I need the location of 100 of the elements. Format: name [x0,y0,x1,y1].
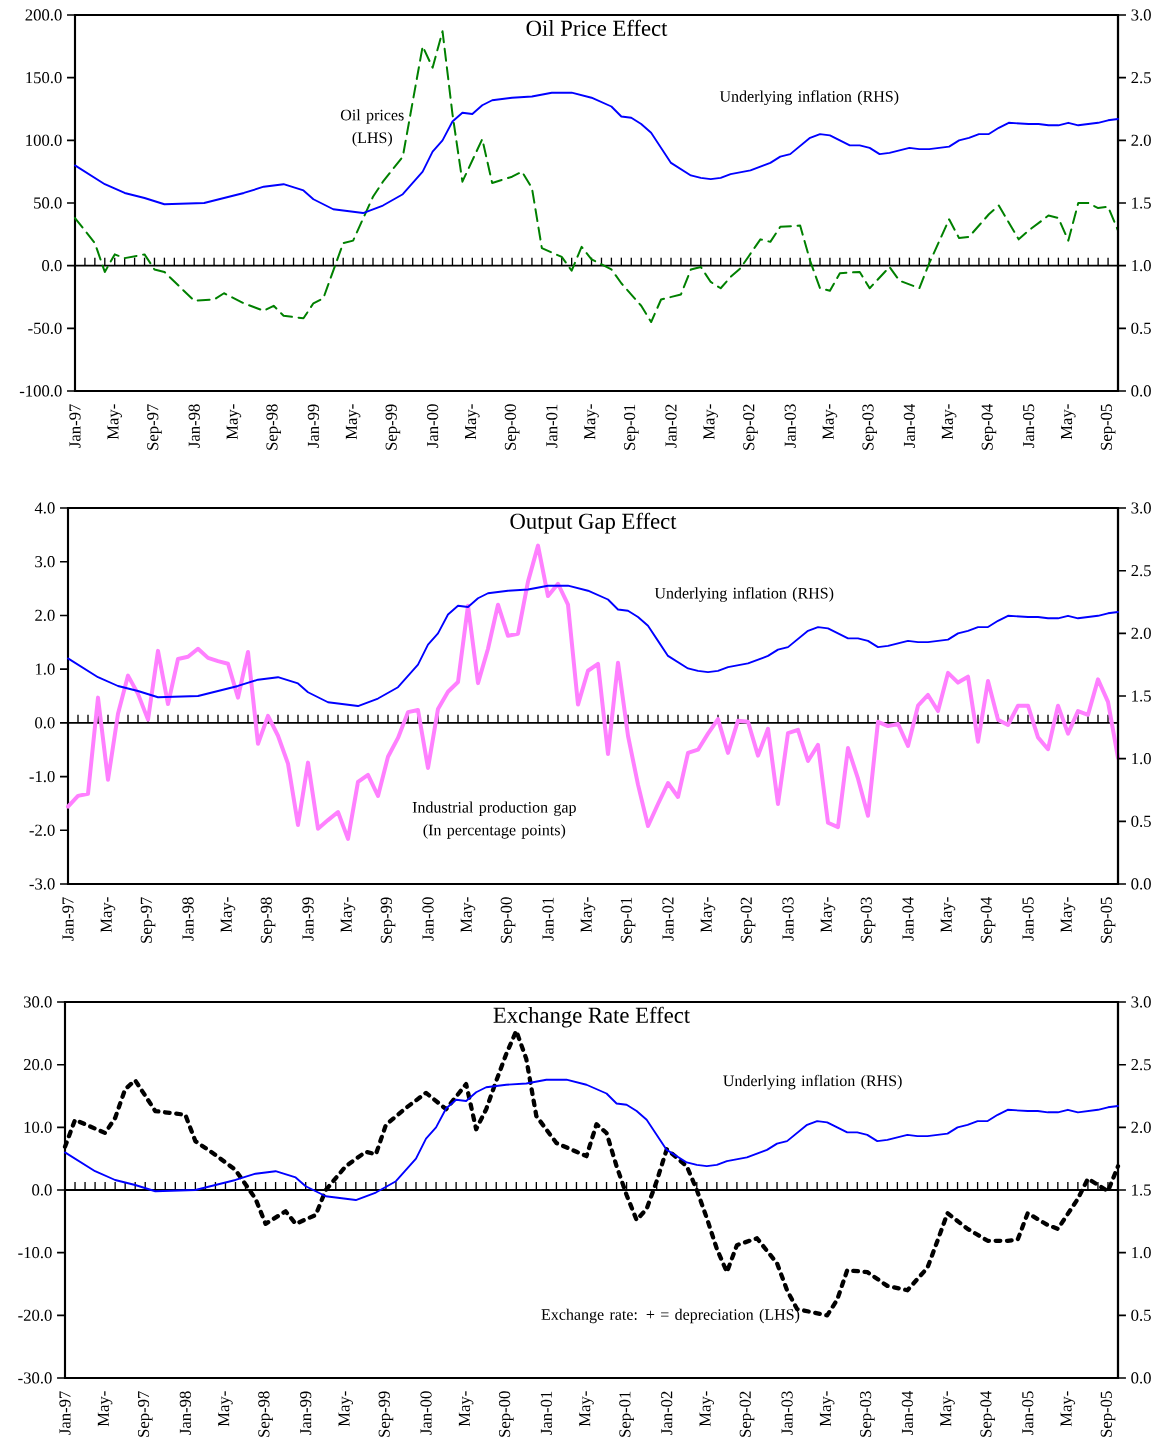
x-tick-label: Sep-01 [623,404,639,450]
y2-tick-label: 1.5 [1132,1184,1151,1196]
y-tick-label: 3.0 [35,556,55,568]
x-tick-label: Jan-98 [179,1391,191,1435]
y-tick-label: -2.0 [29,824,55,836]
y2-tick-label: 2.5 [1131,565,1151,577]
x-tick-label: May- [465,404,480,440]
x-tick-label: May- [580,897,596,933]
y2-tick-label: 0.0 [1131,385,1151,397]
x-tick-label: May- [97,1391,113,1427]
text: Underlying inflation (RHS) [719,90,899,106]
x-tick-label: May- [340,897,356,933]
x-tick-label: Jan-01 [540,1391,552,1435]
y-tick-label: -30.0 [18,1372,52,1384]
x-tick-label: Jan-01 [542,897,554,941]
x-tick-label: May- [703,404,718,440]
series-label: Exchange rate: + = depreciation (LHS) [541,1308,800,1324]
x-tick-label: Sep-03 [862,404,877,450]
x-tick-label: May- [820,897,836,933]
x-tick-label: Sep-01 [620,897,636,943]
x-tick-label: Jan-03 [784,404,796,448]
x-tick-label: Jan-03 [781,1391,793,1435]
y2-tick-label: 0.5 [1131,1309,1151,1321]
x-tick-label: May- [220,897,236,933]
x-tick-label: Jan-00 [426,404,439,448]
x-tick-label: Sep-00 [498,1391,514,1437]
y2-tick-label: 2.5 [1131,1059,1151,1071]
x-tick-label: Jan-98 [188,404,200,448]
x-tick-label: Jan-04 [901,1390,914,1435]
x-tick-label: Sep-04 [981,403,997,450]
y-tick-label: 1.0 [35,663,55,675]
y2-tick-label: 3.0 [1131,502,1151,514]
x-tick-label: May- [941,404,957,440]
y-tick-label: -10.0 [18,1247,52,1259]
y-tick-label: 4.0 [34,502,55,514]
x-tick-label: Sep-97 [147,404,162,450]
x-tick-label: Jan-97 [62,897,74,941]
x-tick-label: Jan-97 [69,404,81,448]
x-tick-label: Jan-05 [1022,1391,1034,1435]
x-tick-label: May- [699,1391,715,1427]
y2-tick-label: 0.5 [1131,815,1151,827]
y2-tick-label: 1.0 [1132,1247,1151,1259]
x-tick-label: Sep-05 [1100,1391,1116,1437]
x-tick-label: Jan-04 [902,896,914,941]
x-tick-label: Sep-98 [260,897,276,943]
x-tick-label: Sep-97 [140,897,156,943]
x-tick-label: Jan-00 [422,897,434,941]
series-label: Underlying inflation (RHS) [654,587,834,602]
x-tick-label: Jan-02 [665,404,677,448]
x-tick-label: Jan-99 [300,1391,312,1435]
x-tick-label: May- [218,1391,233,1427]
x-tick-label: Sep-04 [980,896,996,943]
x-tick-label: May- [819,1391,835,1427]
x-tick-label: Sep-98 [266,404,281,450]
x-tick-label: Sep-00 [500,897,516,943]
y2-tick-label: 1.5 [1132,197,1151,209]
series-label: Oil prices (LHS) [340,109,404,147]
y2-tick-label: 3.0 [1131,996,1151,1008]
y-tick-label: -3.0 [29,878,55,890]
y2-tick-label: 0.5 [1131,322,1151,334]
y2-tick-label: 1.0 [1132,753,1151,765]
x-tick-label: Sep-04 [980,1390,995,1437]
y2-tick-label: 3.0 [1131,9,1151,21]
x-tick-label: Sep-02 [739,1391,755,1437]
x-tick-label: Jan-02 [661,1391,673,1435]
x-tick-label: Sep-02 [740,897,756,943]
x-tick-label: Sep-05 [1100,404,1116,450]
y-tick-label: -1.0 [29,770,55,783]
x-tick-label: May- [1061,404,1076,440]
y-tick-label: -100.0 [19,385,62,397]
y2-tick-label: 2.5 [1131,72,1151,84]
x-tick-label: Sep-99 [378,1391,394,1437]
x-tick-label: Sep-01 [619,1391,634,1437]
y-tick-label: 0.0 [42,260,62,272]
x-tick-label: May- [940,897,956,933]
x-tick-label: Sep-00 [504,404,520,450]
x-tick-label: Sep-97 [137,1391,153,1437]
y2-tick-label: 2.0 [1131,134,1151,146]
x-tick-label: May- [1060,897,1076,933]
x-tick-label: May- [700,897,716,933]
x-tick-label: Sep-03 [859,1391,875,1437]
x-tick-label: Sep-02 [743,404,758,450]
y-tick-label: 200.0 [25,9,62,21]
y-tick-label: 10.0 [24,1121,52,1133]
x-tick-label: Jan-97 [59,1391,71,1435]
x-tick-label: Jan-04 [903,403,916,448]
y2-tick-label: 2.0 [1131,1121,1151,1133]
chart-title: Oil Price Effect [526,19,668,36]
chart-title: Exchange Rate Effect [493,1006,690,1028]
chart-title: Output Gap Effect [510,512,677,534]
x-tick-label: May- [460,897,476,933]
x-tick-label: May- [345,404,361,440]
y2-tick-label: 0.0 [1131,1372,1151,1384]
y-tick-label: 20.0 [23,1059,52,1071]
x-tick-label: Jan-00 [420,1391,432,1435]
line-series [66,543,1120,841]
x-tick-label: Jan-01 [546,404,558,448]
y-tick-label: -20.0 [18,1309,52,1321]
y2-tick-label: 2.0 [1131,627,1151,639]
text: Underlying inflation (RHS) [723,1074,902,1090]
